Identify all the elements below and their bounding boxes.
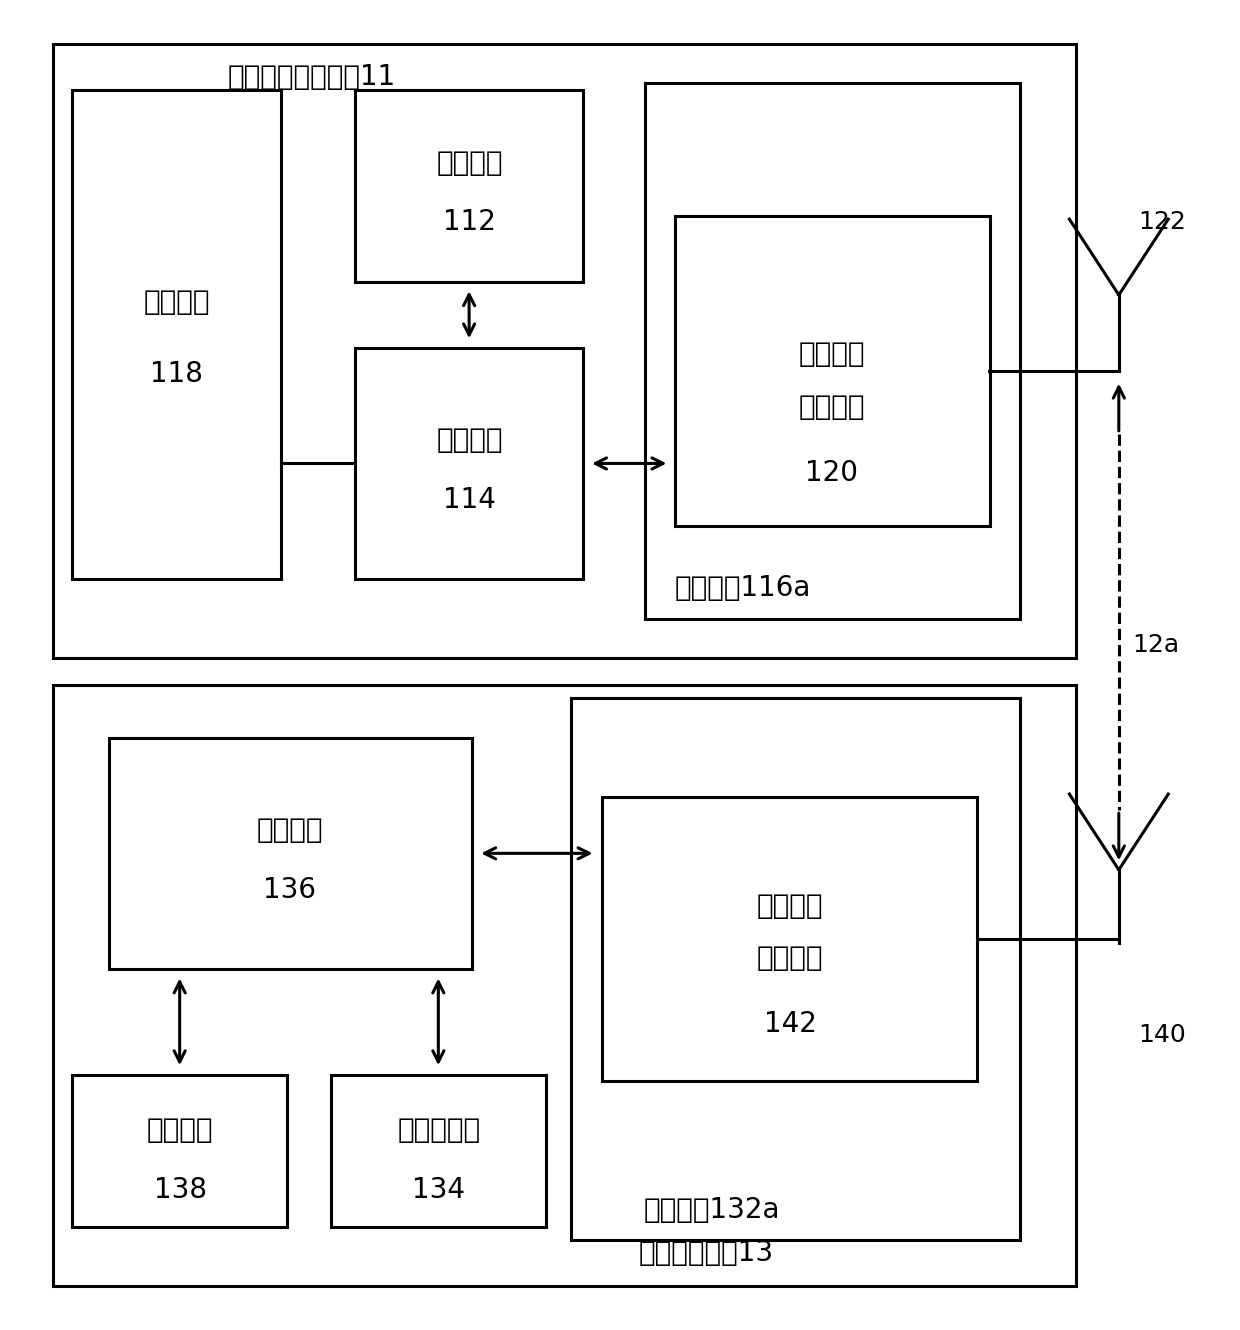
Text: 112: 112 [443, 209, 496, 237]
Text: 显示单元: 显示单元 [148, 1116, 213, 1144]
Text: 142: 142 [764, 1011, 816, 1039]
Text: 解调模块: 解调模块 [756, 944, 823, 972]
Bar [72, 1075, 288, 1226]
Text: 114: 114 [443, 485, 496, 513]
Text: 射频调制: 射频调制 [756, 891, 823, 919]
Text: 传输单元132a: 传输单元132a [644, 1196, 781, 1224]
Bar [53, 685, 1076, 1286]
Text: 136: 136 [263, 875, 316, 903]
Bar [676, 215, 990, 527]
Text: 120: 120 [805, 459, 858, 487]
Bar [355, 90, 583, 282]
Text: 控制单元: 控制单元 [436, 427, 503, 455]
Bar [570, 698, 1021, 1240]
Bar [72, 90, 281, 579]
Text: 传输单元116a: 传输单元116a [675, 575, 811, 602]
Text: 12a: 12a [1132, 633, 1179, 657]
Text: 控制单元: 控制单元 [257, 817, 324, 845]
Bar [355, 348, 583, 579]
Text: 电源单元: 电源单元 [144, 287, 210, 315]
Text: 138: 138 [154, 1176, 207, 1204]
Text: 网络维护台: 网络维护台 [397, 1116, 481, 1144]
Text: 140: 140 [1138, 1023, 1185, 1047]
Text: 134: 134 [413, 1176, 465, 1204]
Text: 解调模块: 解调模块 [799, 394, 866, 422]
Bar [53, 44, 1076, 658]
Text: 远端观测终端13: 远端观测终端13 [639, 1240, 774, 1267]
Bar [109, 738, 472, 970]
Text: 118: 118 [150, 360, 203, 388]
Text: 采集单元: 采集单元 [436, 149, 503, 177]
Bar [331, 1075, 546, 1226]
Text: 122: 122 [1138, 210, 1185, 234]
Bar [601, 797, 977, 1081]
Bar [645, 84, 1021, 618]
Text: 射频调制: 射频调制 [799, 340, 866, 368]
Text: 环境信息提取装罒11: 环境信息提取装罒11 [228, 63, 397, 90]
